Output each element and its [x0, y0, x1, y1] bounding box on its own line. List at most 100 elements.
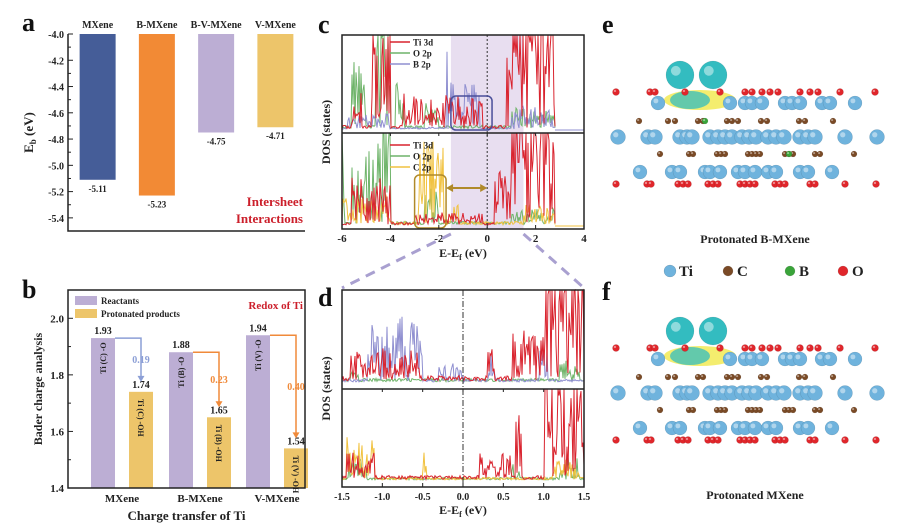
y-tick-label: 1.6 [50, 426, 64, 438]
transfer-arrowhead [292, 432, 300, 439]
atom-o [612, 88, 620, 96]
atom-o-highlight [644, 181, 648, 185]
atom-c [789, 406, 797, 414]
legend-swatch [75, 309, 97, 318]
bar-b-mxene [138, 34, 175, 196]
atom-o-highlight [613, 181, 617, 185]
atom-ti-highlight [817, 354, 823, 360]
y-axis-label: DOS (states) [319, 100, 333, 164]
atom-c [763, 373, 771, 381]
atom-c-highlight [673, 119, 676, 122]
atom-o [714, 436, 722, 444]
atom-ti-highlight [667, 167, 673, 173]
x-axis-label: E-Ef (eV) [439, 503, 487, 519]
atom-ti-highlight [825, 354, 831, 360]
atom-o [758, 344, 766, 352]
atom-ti [712, 420, 728, 436]
atom-c [671, 117, 679, 125]
atom-o-highlight [613, 89, 617, 93]
atom-c-highlight [637, 119, 640, 122]
atom-ti [632, 164, 648, 180]
atom-c [801, 373, 809, 381]
atom-ti [747, 164, 763, 180]
atom-o [841, 436, 849, 444]
atom-o-highlight [872, 345, 876, 349]
legend-atom-label: B [799, 264, 809, 280]
atom-o-highlight [742, 89, 746, 93]
atom-ti-highlight [850, 354, 856, 360]
x-axis-label: E-Ef (eV) [439, 246, 487, 262]
x-tick-label: 1.5 [578, 492, 591, 503]
atom-o [741, 344, 749, 352]
atom-c-highlight [725, 375, 728, 378]
atom-ti-highlight [613, 132, 619, 138]
atom-c-highlight [797, 119, 800, 122]
bar-value-label: -4.75 [207, 137, 226, 147]
panel-letter-f: f [602, 277, 611, 306]
transfer-arrowhead [137, 375, 145, 382]
legend-label: Reactants [101, 296, 139, 306]
atom-o [647, 436, 655, 444]
atom-ti-highlight [687, 132, 693, 138]
category-label: V-MXene [255, 493, 300, 505]
atom-ti [822, 95, 838, 111]
atom-c-highlight [750, 152, 753, 155]
atom-ti [650, 351, 666, 367]
atom-o-highlight [742, 345, 746, 349]
atom-ti-highlight [795, 423, 801, 429]
x-tick-label: 0.0 [457, 492, 470, 503]
atom-c-highlight [803, 119, 806, 122]
y-axis-label: Bader charge analysis [31, 332, 45, 445]
bar-product-mxene [129, 391, 153, 488]
atom-o [811, 180, 819, 188]
y-axis-label-unit: (eV) [21, 112, 36, 139]
atom-o-highlight [807, 437, 811, 441]
isosurface-depletion-highlight [703, 65, 714, 76]
y-tick-label: -4.4 [48, 83, 64, 94]
annotation-line2: Interactions [236, 211, 303, 226]
atom-o [781, 436, 789, 444]
atom-c [816, 150, 824, 158]
atom-o [806, 88, 814, 96]
atom-o [681, 88, 689, 96]
atom-c-highlight [719, 408, 722, 411]
atom-o [774, 88, 782, 96]
atom-c [656, 406, 664, 414]
atom-o-highlight [873, 437, 877, 441]
atom-ti [776, 385, 792, 401]
category-label: V-MXene [255, 20, 296, 31]
atom-c-highlight [765, 119, 768, 122]
x-axis-label-sub: f [459, 253, 462, 262]
atom-b-highlight [703, 119, 706, 122]
atom-b [701, 117, 709, 125]
atom-o-highlight [742, 437, 746, 441]
atom-c [829, 117, 837, 125]
annotation: Redox of Ti [248, 300, 303, 312]
atom-ti-highlight [635, 423, 641, 429]
axis-frame [67, 34, 305, 232]
atom-o [872, 180, 880, 188]
atom-o [872, 436, 880, 444]
atom-c-highlight [852, 408, 855, 411]
atom-c-highlight [658, 408, 661, 411]
atom-ti-highlight [795, 98, 801, 104]
atom-o-highlight [812, 437, 816, 441]
atom-o-highlight [772, 437, 776, 441]
atom-o-highlight [767, 345, 771, 349]
atom-ti-highlight [715, 423, 721, 429]
atom-c [721, 406, 729, 414]
atom-o-highlight [710, 437, 714, 441]
atom-ti [610, 385, 626, 401]
atom-o [681, 344, 689, 352]
atom-o-highlight [682, 345, 686, 349]
y-tick-label: -4.2 [48, 56, 64, 67]
structure-f-protonated-mxene [610, 316, 885, 444]
atom-ti-highlight [771, 132, 777, 138]
atom-o [774, 344, 782, 352]
atom-ti-highlight [667, 423, 673, 429]
atom-o [811, 436, 819, 444]
zoom-guide-right [522, 232, 585, 290]
atom-o [647, 180, 655, 188]
atom-ti [632, 420, 648, 436]
atom-ti-highlight [733, 167, 739, 173]
